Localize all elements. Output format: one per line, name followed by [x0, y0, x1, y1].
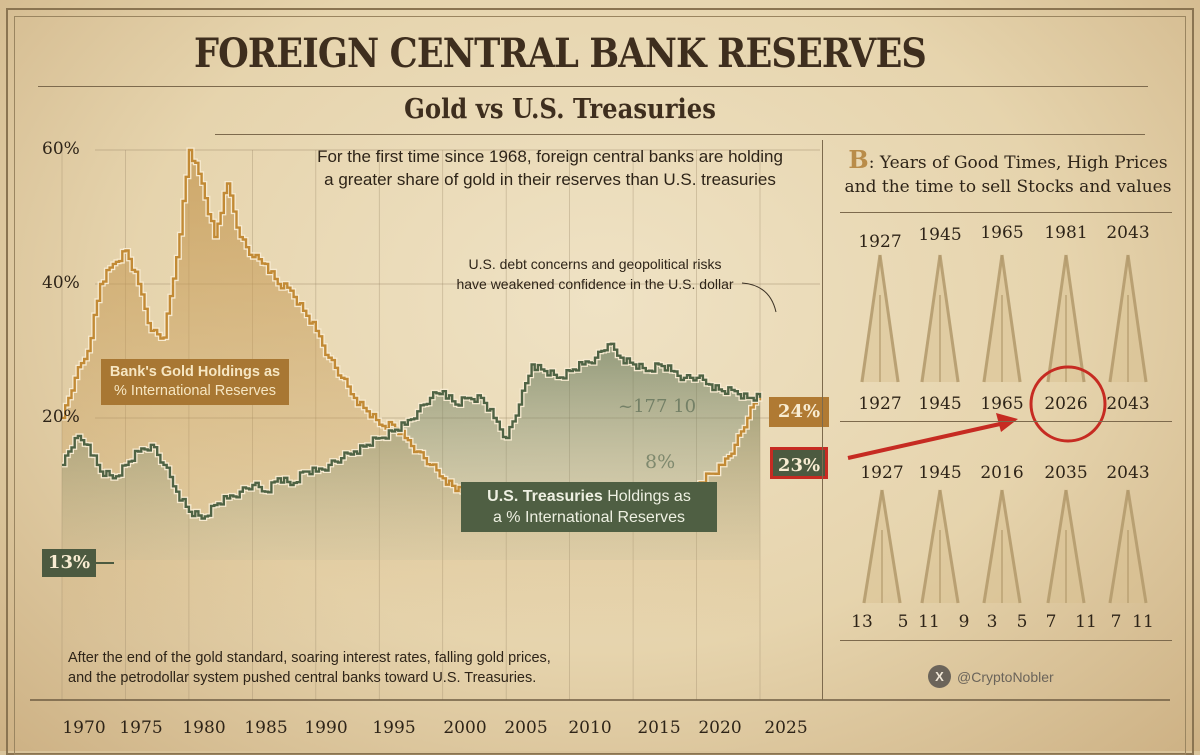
history-footnote: After the end of the gold standard, soar… — [68, 648, 628, 688]
intro-line-1: For the first time since 1968, foreign c… — [280, 145, 820, 168]
cycle-number: 13 — [851, 612, 873, 632]
x-tick-label: 1995 — [372, 718, 415, 738]
x-tick-label: 1985 — [244, 718, 287, 738]
side-panel-divider — [822, 140, 823, 700]
x-tick-label: 1980 — [182, 718, 225, 738]
treasuries-start-value-tag: 13% — [42, 549, 96, 577]
footnote-line-2: and the petrodollar system pushed centra… — [68, 668, 628, 688]
cycle-number: 11 — [1075, 612, 1097, 632]
peak-year-bottom: 2016 — [980, 463, 1023, 483]
arrow-head-icon — [996, 413, 1018, 432]
peak-year-bottom: 2043 — [1106, 463, 1149, 483]
cycle-number: 11 — [1132, 612, 1154, 632]
treasuries-end-value-tag: 23% — [770, 447, 828, 479]
x-logo-icon: X — [928, 665, 951, 688]
treasuries-label-rest: Holdings as — [603, 488, 691, 505]
dollar-confidence-note: U.S. debt concerns and geopolitical risk… — [430, 254, 760, 294]
cycle-number: 7 — [1111, 612, 1122, 632]
side-divider-2 — [840, 421, 1172, 422]
x-tick-label: 1990 — [304, 718, 347, 738]
footnote-line-1: After the end of the gold standard, soar… — [68, 648, 628, 668]
side-divider-3 — [840, 640, 1172, 641]
peak-year-top: 2043 — [1106, 223, 1149, 243]
cycle-number: 7 — [1046, 612, 1057, 632]
faded-text-2: 8% — [645, 451, 675, 473]
intro-line-2: a greater share of gold in their reserve… — [280, 168, 820, 191]
faded-text-1: ~177 10 — [618, 396, 696, 417]
x-tick-label: 2000 — [443, 718, 486, 738]
x-tick-label: 2020 — [698, 718, 741, 738]
side-title-line-2: and the time to sell Stocks and values — [828, 175, 1188, 199]
note-line-1: U.S. debt concerns and geopolitical risk… — [430, 254, 760, 274]
gold-end-value-tag: 24% — [769, 397, 829, 427]
peak-year-middle: 2043 — [1106, 394, 1149, 414]
treasuries-series-label: U.S. Treasuries Holdings as a % Internat… — [461, 482, 717, 532]
x-tick-label: 1975 — [119, 718, 162, 738]
treasuries-label-line-2: a % International Reserves — [461, 507, 717, 528]
gold-label-line-1: Bank's Gold Holdings as — [101, 363, 289, 382]
peak-year-bottom: 2035 — [1044, 463, 1087, 483]
gold-label-line-2: % International Reserves — [101, 382, 289, 401]
b-letter: B — [848, 145, 868, 174]
x-tick-label: 2010 — [568, 718, 611, 738]
intro-text: For the first time since 1968, foreign c… — [280, 145, 820, 191]
peak-year-top: 1981 — [1044, 223, 1087, 243]
highlight-arrow — [848, 424, 1000, 458]
peak-year-middle: 1945 — [918, 394, 961, 414]
side-divider-1 — [840, 212, 1172, 213]
cycle-number: 11 — [918, 612, 940, 632]
x-tick-label: 2015 — [637, 718, 680, 738]
peak-year-bottom: 1927 — [860, 463, 903, 483]
peak-year-top: 1965 — [980, 223, 1023, 243]
author-handle[interactable]: @CryptoNobler — [957, 669, 1054, 685]
cycle-number: 5 — [1017, 612, 1028, 632]
x-tick-label: 2025 — [764, 718, 807, 738]
peak-year-bottom: 1945 — [918, 463, 961, 483]
x-tick-label: 2005 — [504, 718, 547, 738]
treasuries-label-bold: U.S. Treasuries — [487, 488, 603, 505]
author-credit[interactable]: X @CryptoNobler — [928, 665, 1054, 688]
cycle-number: 3 — [987, 612, 998, 632]
peak-year-middle: 1965 — [980, 394, 1023, 414]
cycle-number: 9 — [959, 612, 970, 632]
note-line-2: have weakened confidence in the U.S. dol… — [430, 274, 760, 294]
peak-year-top: 1927 — [858, 232, 901, 252]
x-tick-label: 1970 — [62, 718, 105, 738]
highlighted-year: 2026 — [1044, 394, 1087, 414]
side-title-line-1: : Years of Good Times, High Prices — [869, 153, 1168, 173]
y-tick-label: 20% — [42, 407, 80, 427]
peak-year-middle: 1927 — [858, 394, 901, 414]
y-tick-label: 40% — [42, 273, 80, 293]
side-panel-title: B: Years of Good Times, High Prices and … — [828, 148, 1188, 199]
peak-year-top: 1945 — [918, 225, 961, 245]
cycle-number: 5 — [898, 612, 909, 632]
y-tick-label: 60% — [42, 139, 80, 159]
gold-series-label: Bank's Gold Holdings as % International … — [101, 359, 289, 405]
